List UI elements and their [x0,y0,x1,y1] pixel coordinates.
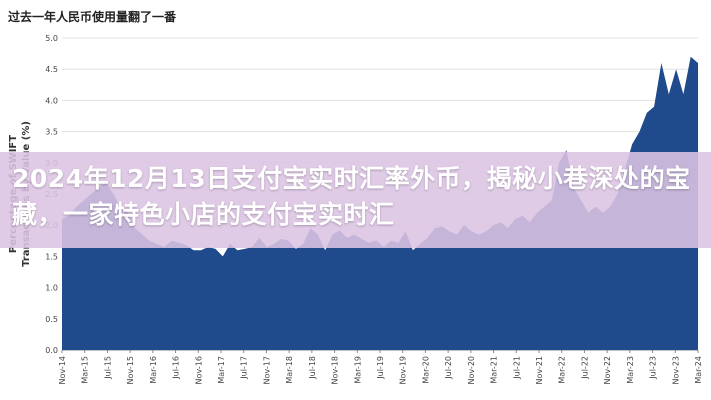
x-tick-label: Mar-20 [421,356,430,384]
area-series [62,56,698,350]
y-tick-label: 0.5 [45,315,58,324]
area-series-path [62,56,698,350]
x-tick-label: Mar-24 [694,356,703,384]
y-tick-label: 3.5 [45,128,58,137]
x-tick-label: Jul-15 [103,356,112,380]
x-tick-label: Jul-16 [172,356,181,380]
x-tick-label: Jul-22 [580,356,589,380]
x-tick-label: Nov-14 [58,356,67,384]
chart-title: 过去一年人民币使用量翻了一番 [8,10,177,24]
y-tick-label: 4.0 [45,96,58,105]
x-tick-label: Jul-23 [649,356,658,380]
x-tick-label: Nov-15 [126,356,135,384]
y-tick-label: 1.0 [45,284,58,293]
x-tick-label: Nov-20 [467,356,476,384]
x-tick-label: Nov-19 [399,356,408,384]
headline-overlay-band [0,152,711,248]
x-tick-label: Mar-22 [558,356,567,384]
x-tick-label: Nov-16 [194,356,203,384]
x-tick-label: Mar-19 [353,356,362,384]
x-tick-label: Mar-21 [490,356,499,384]
x-tick-label: Nov-17 [262,356,271,384]
x-tick-label: Mar-15 [81,356,90,384]
x-tick-label: Mar-23 [626,356,635,384]
x-tick-label: Nov-21 [535,356,544,384]
x-tick-label: Mar-17 [217,356,226,384]
x-tick-label: Jul-21 [512,356,521,380]
x-tick-label: Nov-22 [603,356,612,384]
headline-overlay-text: 2024年12月13日支付宝实时汇率外币，揭秘小巷深处的宝藏，一家特色小店的支付… [12,164,691,229]
x-tick-label: Mar-18 [285,356,294,384]
x-tick-label: Nov-23 [671,356,680,384]
y-tick-label: 4.5 [45,65,58,74]
x-tick-label: Jul-20 [444,356,453,380]
x-axis-ticks: Nov-14 Mar-15 Jul-15 Nov-15 Mar-16 Jul-16 Nov-… [58,350,703,384]
x-tick-label: Nov-18 [331,356,340,384]
y-tick-label: 0.0 [45,346,58,355]
y-tick-label: 5.0 [45,34,58,43]
x-tick-label: Jul-17 [240,356,249,380]
y-tick-label: 1.5 [45,252,58,261]
x-tick-label: Jul-19 [376,356,385,380]
x-tick-label: Mar-16 [149,356,158,384]
x-tick-label: Jul-18 [308,356,317,380]
